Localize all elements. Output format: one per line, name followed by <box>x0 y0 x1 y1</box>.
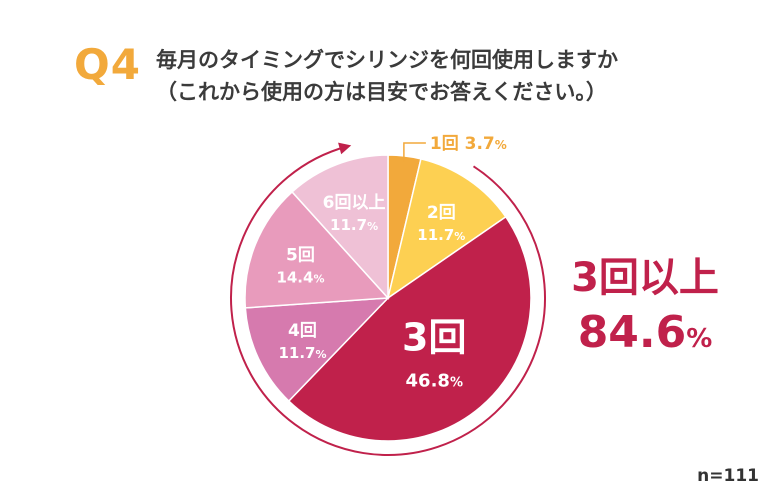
slice-label-1: 1回 3.7% <box>430 134 507 154</box>
question-number: Q4 <box>74 40 141 89</box>
summary-callout: 3回以上 84.6% <box>560 252 730 368</box>
cycle-arrow-line <box>230 145 546 456</box>
question-line-2: （これから使用の方は目安でお答えください。） <box>156 80 607 104</box>
slice-1-leader-line <box>403 142 426 162</box>
pie-slice-6 <box>291 154 389 300</box>
slice-value-4: 11.7% <box>278 344 326 362</box>
summary-value: 84.6 <box>577 307 687 358</box>
summary-label: 3回以上 <box>571 255 719 301</box>
pie-slice-3 <box>287 215 532 442</box>
slice-label-6: 6回以上 <box>323 193 386 213</box>
slice-value-2: 11.7% <box>417 226 465 244</box>
cycle-arrow-head <box>338 142 352 155</box>
slice-value-6: 11.7% <box>330 216 378 234</box>
slice-value-3: 46.8% <box>406 371 463 392</box>
summary-unit: % <box>686 324 713 354</box>
slice-label-4: 4回 <box>288 321 317 341</box>
slice-label-5: 5回 <box>286 246 315 266</box>
slice-label-2: 2回 <box>427 203 456 223</box>
pie-slice-4 <box>244 297 390 403</box>
pie-slice-2 <box>386 157 507 300</box>
slice-value-5: 14.4% <box>276 269 324 287</box>
sample-size: n=111 <box>697 466 759 486</box>
summary-value-line: 84.6% <box>560 304 730 368</box>
question-title: 毎月のタイミングでシリンジを何回使用しますか （これから使用の方は目安でお答えく… <box>156 44 618 108</box>
pie-slice-5 <box>244 190 390 309</box>
slice-label-3: 3回 <box>402 316 466 360</box>
question-line-1: 毎月のタイミングでシリンジを何回使用しますか <box>156 48 618 72</box>
